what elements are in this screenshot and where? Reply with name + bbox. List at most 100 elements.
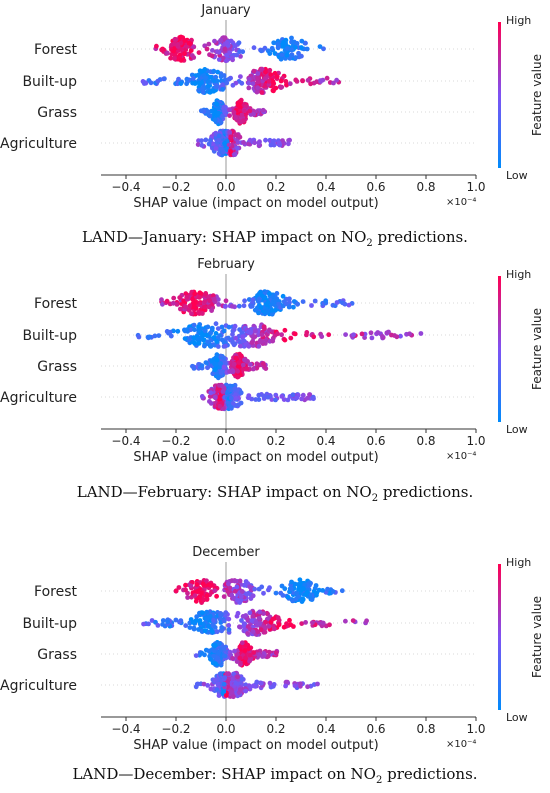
shap-point bbox=[238, 353, 244, 359]
shap-point bbox=[196, 310, 201, 315]
shap-point bbox=[256, 586, 262, 592]
shap-point bbox=[168, 55, 174, 61]
shap-point bbox=[303, 40, 308, 46]
shap-point bbox=[288, 335, 294, 341]
shap-point bbox=[202, 328, 208, 334]
shap-point bbox=[224, 52, 230, 58]
shap-point bbox=[258, 290, 263, 295]
shap-point bbox=[165, 619, 171, 625]
x-tick-label: 0.0 bbox=[216, 180, 235, 194]
shap-point bbox=[287, 617, 292, 623]
shap-point bbox=[171, 295, 177, 301]
shap-point bbox=[136, 334, 142, 340]
shap-point bbox=[177, 619, 183, 625]
shap-point bbox=[210, 48, 215, 53]
shap-point bbox=[196, 72, 201, 78]
shap-point bbox=[304, 589, 310, 595]
shap-point bbox=[229, 303, 235, 309]
shap-point bbox=[266, 649, 272, 655]
shap-point bbox=[206, 304, 212, 310]
x-scale-label: ×10⁻⁴ bbox=[446, 451, 476, 462]
shap-point bbox=[234, 584, 240, 590]
shap-point bbox=[196, 341, 202, 346]
shap-point bbox=[206, 624, 212, 629]
shap-point bbox=[189, 311, 194, 317]
shap-point bbox=[247, 658, 252, 664]
shap-point bbox=[173, 588, 179, 594]
shap-point bbox=[300, 392, 306, 398]
shap-point bbox=[249, 618, 255, 623]
shap-point bbox=[267, 51, 273, 56]
x-tick-label: 1.0 bbox=[466, 722, 485, 736]
shap-point bbox=[265, 299, 271, 305]
shap-point bbox=[289, 47, 294, 53]
shap-point bbox=[173, 617, 179, 623]
shap-point bbox=[255, 85, 261, 91]
shap-point bbox=[241, 140, 246, 145]
shap-point bbox=[245, 631, 250, 636]
colorbar-label: Feature value bbox=[530, 308, 544, 390]
x-tick-label: −0.4 bbox=[111, 434, 140, 448]
shap-point bbox=[308, 81, 313, 87]
shap-point bbox=[207, 89, 213, 95]
shap-point bbox=[255, 75, 261, 81]
shap-point bbox=[228, 689, 234, 695]
shap-point bbox=[285, 46, 290, 51]
shap-point bbox=[299, 396, 304, 402]
shap-point bbox=[235, 610, 241, 616]
shap-point bbox=[284, 52, 290, 58]
shap-point bbox=[251, 650, 257, 655]
shap-point bbox=[192, 327, 197, 333]
shap-point bbox=[184, 294, 190, 300]
shap-point bbox=[278, 85, 284, 90]
shap-point bbox=[204, 46, 210, 52]
shap-point bbox=[203, 291, 209, 296]
shap-point bbox=[227, 585, 233, 591]
shap-point bbox=[235, 145, 240, 151]
shap-point bbox=[208, 656, 213, 662]
x-tick-label: 1.0 bbox=[466, 180, 485, 194]
shap-point bbox=[202, 299, 208, 305]
shap-point bbox=[225, 679, 231, 685]
shap-point bbox=[313, 583, 319, 588]
shap-point bbox=[212, 117, 218, 123]
shap-point bbox=[196, 627, 202, 632]
shap-point bbox=[295, 301, 300, 307]
shap-point bbox=[199, 650, 205, 656]
shap-point bbox=[202, 628, 208, 634]
shap-point bbox=[235, 652, 240, 657]
shap-point bbox=[252, 307, 258, 313]
shap-point bbox=[205, 324, 211, 330]
shap-point bbox=[176, 76, 181, 82]
shap-point bbox=[283, 79, 289, 84]
shap-point bbox=[330, 589, 336, 594]
shap-point bbox=[380, 334, 385, 339]
x-tick-label: 0.6 bbox=[366, 434, 385, 448]
feature-label: Forest bbox=[34, 584, 77, 600]
shap-point bbox=[285, 594, 291, 600]
shap-point bbox=[259, 90, 265, 95]
shap-point bbox=[292, 581, 298, 587]
shap-point bbox=[218, 74, 224, 80]
colorbar-label: Feature value bbox=[530, 596, 544, 678]
shap-point bbox=[273, 85, 279, 91]
shap-point bbox=[239, 589, 245, 594]
shap-point bbox=[174, 302, 180, 307]
shap-point bbox=[238, 54, 243, 59]
shap-point bbox=[233, 355, 239, 361]
shap-point bbox=[237, 644, 243, 650]
shap-point bbox=[233, 335, 239, 341]
shap-point bbox=[260, 107, 266, 113]
shap-point bbox=[214, 357, 220, 363]
shap-point bbox=[240, 362, 246, 368]
shap-point bbox=[182, 327, 187, 333]
shap-point bbox=[256, 616, 262, 621]
shap-point bbox=[177, 35, 183, 40]
shap-point bbox=[191, 335, 197, 340]
shap-point bbox=[232, 578, 238, 584]
shap-point bbox=[247, 108, 253, 114]
shap-point bbox=[220, 389, 226, 394]
shap-point bbox=[212, 625, 218, 630]
shap-point bbox=[238, 390, 244, 396]
shap-point bbox=[257, 339, 263, 344]
